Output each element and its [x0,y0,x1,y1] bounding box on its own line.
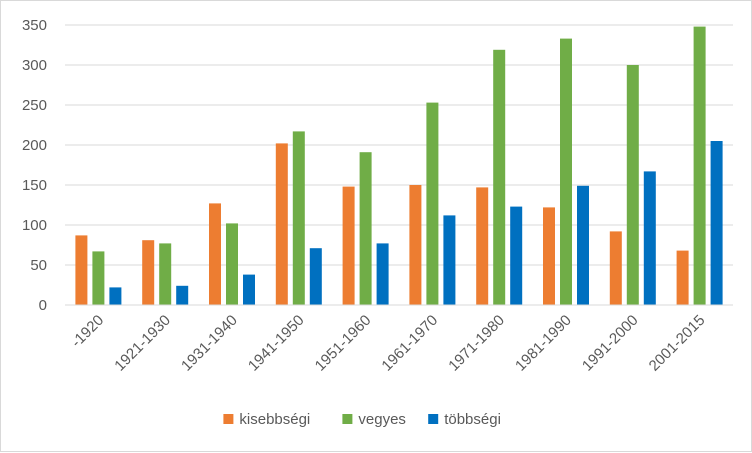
bar-vegyes-1991-2000 [626,65,639,305]
x-tick-label: 2001-2015 [646,312,709,375]
y-axis-ticks: 0 50 100 150 200 250 300 350 [22,17,47,314]
legend-label: többségi [444,411,501,428]
gridlines [65,24,733,266]
y-tick-label: 100 [22,217,47,234]
bar-kisebbségi-1921-1930 [142,240,155,305]
bar-vegyes-1921-1930 [159,243,172,305]
bar-többségi-2001-2015 [710,141,723,305]
bars [75,26,723,305]
bar-vegyes-1951-1960 [359,152,372,305]
bar-többségi--1920 [109,287,122,305]
bar-vegyes-1941-1950 [292,131,305,305]
x-tick-label: 1921-1930 [111,312,174,375]
x-tick-label: 1981-1990 [512,312,575,375]
bar-többségi-1981-1990 [577,185,589,305]
bar-vegyes-1931-1940 [226,223,238,305]
y-tick-label: 0 [39,297,47,314]
bar-vegyes-1971-1980 [493,49,506,305]
x-tick-label: 1941-1950 [245,312,308,375]
bar-többségi-1961-1970 [443,215,456,305]
x-axis-ticks: -1920 1921-1930 1931-1940 1941-1950 1951-196… [68,312,708,375]
x-tick-label: -1920 [68,312,107,351]
bar-vegyes-2001-2015 [693,26,706,305]
x-tick-label: 1971-1980 [445,312,508,375]
y-tick-label: 250 [22,97,47,114]
y-tick-label: 50 [30,257,47,274]
legend-swatch-kisebbségi [223,414,234,424]
y-tick-label: 200 [22,137,47,154]
legend-label: kisebbségi [239,411,310,428]
bar-kisebbségi-1931-1940 [209,203,221,305]
x-tick-label: 1991-2000 [579,312,642,375]
y-tick-label: 350 [22,17,47,34]
bar-többségi-1941-1950 [309,248,322,305]
bar-többségi-1951-1960 [376,243,389,305]
legend-swatch-vegyes [342,414,353,424]
bar-vegyes--1920 [92,251,105,305]
bar-többségi-1921-1930 [176,285,189,305]
bar-többségi-1931-1940 [243,274,255,305]
bar-többségi-1991-2000 [643,171,656,305]
bar-kisebbségi-1951-1960 [342,186,355,305]
y-tick-label: 150 [22,177,47,194]
x-tick-label: 1961-1970 [378,312,441,375]
legend-label: vegyes [358,411,406,428]
bar-többségi-1971-1980 [510,206,523,305]
x-tick-label: 1931-1940 [178,312,241,375]
legend-swatch-többségi [428,414,439,424]
bar-kisebbségi-1991-2000 [609,231,622,305]
bar-vegyes-1981-1990 [560,38,572,305]
bar-kisebbségi--1920 [75,235,88,305]
y-tick-label: 300 [22,57,47,74]
legend: kisebbségi vegyes többségi [223,411,501,428]
bar-kisebbségi-1941-1950 [275,143,288,305]
bar-kisebbségi-2001-2015 [676,250,689,305]
bar-kisebbségi-1961-1970 [409,185,422,305]
x-tick-label: 1951-1960 [312,312,375,375]
bar-kisebbségi-1971-1980 [476,187,489,305]
bar-kisebbségi-1981-1990 [543,207,555,305]
bar-vegyes-1961-1970 [426,102,439,305]
